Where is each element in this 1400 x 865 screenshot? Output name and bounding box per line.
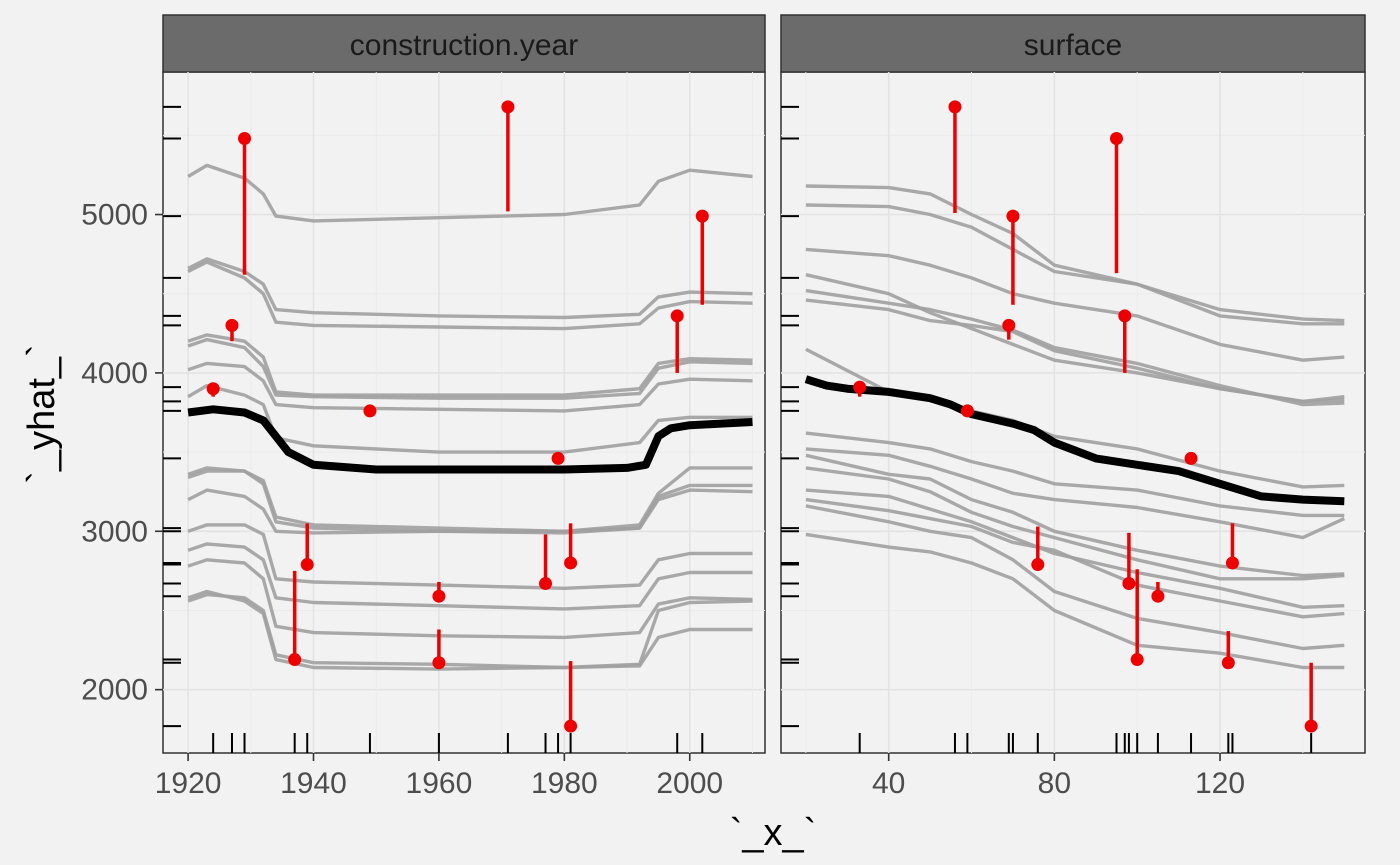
y-tick-label: 2000 (81, 674, 148, 707)
profile-line (187, 260, 753, 331)
observation-point (432, 589, 446, 603)
observation-point (1151, 589, 1165, 603)
profile-line (187, 361, 753, 413)
panel-frame (162, 71, 766, 754)
profile-line (805, 453, 1345, 578)
profile-line (805, 298, 1345, 404)
profile-line (187, 257, 753, 320)
x-tick-label: 80 (1038, 767, 1071, 800)
observation-point (501, 100, 515, 114)
profile-line (187, 163, 753, 223)
observation-point (225, 318, 239, 332)
observation-point (1109, 132, 1123, 146)
profile-line (805, 504, 1345, 651)
panel-construction-year: construction.year 1920 1940 1960 1980 2000 (155, 14, 766, 800)
profile-line (805, 247, 1345, 362)
observation-point (1118, 309, 1132, 323)
panel-surface: surface 40 80 120 (780, 14, 1366, 800)
observation-point (363, 404, 377, 418)
y-tick-label: 4000 (81, 357, 148, 390)
profile-line (187, 589, 753, 671)
observation-point (564, 556, 578, 570)
observation-point (853, 380, 867, 394)
observation-point (670, 309, 684, 323)
profile-line (187, 383, 753, 454)
y-axis: 2000 3000 4000 5000 (81, 199, 163, 707)
profile-line (805, 203, 1345, 326)
observation-point (1184, 451, 1198, 465)
profile-line (187, 592, 753, 670)
observation-point (695, 209, 709, 223)
residual-markers (853, 100, 1318, 733)
y-axis-title: `_yhat_` (21, 344, 63, 483)
facet-strip (780, 14, 1366, 73)
x-tick-label: 120 (1195, 767, 1245, 800)
x-axis-ticks: 1920 1940 1960 1980 2000 (155, 753, 723, 800)
profile-line (805, 184, 1345, 323)
observation-point (960, 404, 974, 418)
y-tick-label: 5000 (81, 199, 148, 232)
x-tick-label: 1940 (280, 767, 347, 800)
observation-point (1130, 653, 1144, 667)
mean-profile (187, 405, 753, 474)
y-rug (781, 105, 799, 728)
panel-frame (780, 71, 1366, 754)
profile-line (187, 466, 753, 535)
mean-profile (804, 375, 1345, 506)
facet-strip-label: surface (1024, 29, 1122, 62)
observation-point (1304, 719, 1318, 733)
profile-line (187, 558, 753, 640)
profile-line (187, 523, 753, 590)
observation-point (1031, 558, 1045, 572)
x-axis-ticks: 40 80 120 (872, 753, 1245, 800)
observation-point (432, 656, 446, 670)
x-tick-label: 1960 (406, 767, 473, 800)
x-tick-label: 2000 (656, 767, 723, 800)
observation-point (238, 132, 252, 146)
observation-point (551, 451, 565, 465)
profile-line (805, 497, 1345, 619)
profile-line (187, 337, 753, 400)
x-tick-label: 40 (872, 767, 905, 800)
observation-point (206, 382, 220, 396)
mean-profile-line (187, 405, 753, 474)
y-tick-label: 3000 (81, 515, 148, 548)
observation-point (1122, 577, 1136, 591)
profile-line (187, 542, 753, 611)
observation-point (1225, 556, 1239, 570)
observation-point (1002, 318, 1016, 332)
observation-point (1006, 209, 1020, 223)
observation-point (300, 558, 314, 572)
profile-line (805, 431, 1345, 518)
profile-line (187, 333, 753, 397)
profile-line (805, 447, 1346, 540)
profile-line (805, 466, 1345, 581)
observation-point (948, 100, 962, 114)
observation-point (564, 719, 578, 733)
facet-strip-label: construction.year (350, 29, 578, 62)
x-rug (858, 733, 1313, 753)
x-tick-label: 1980 (531, 767, 598, 800)
profile-line (805, 532, 1345, 670)
profile-line (187, 488, 753, 535)
observation-point (1221, 656, 1235, 670)
mean-profile-line (804, 375, 1345, 506)
facet-strip (162, 14, 766, 73)
x-axis-title: `_x_` (730, 812, 817, 854)
observation-point (539, 577, 553, 591)
residual-markers (206, 100, 709, 733)
profile-lines (187, 163, 753, 671)
x-tick-label: 1920 (155, 767, 222, 800)
observation-point (288, 653, 302, 667)
y-rug (163, 105, 181, 728)
x-rug (212, 733, 704, 753)
